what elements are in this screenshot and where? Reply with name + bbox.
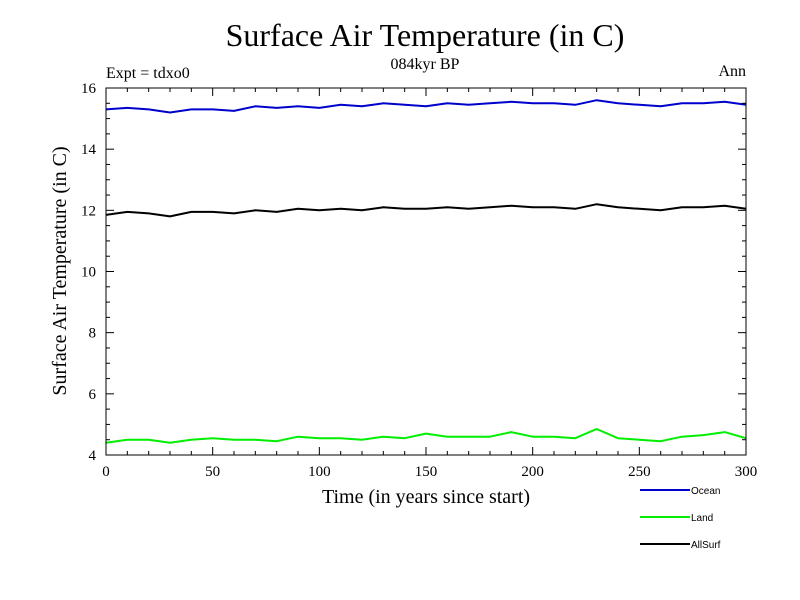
x-tick-label: 150 xyxy=(415,464,438,480)
x-tick-label: 200 xyxy=(521,464,544,480)
series-line-ocean xyxy=(105,99,747,114)
period-label: Ann xyxy=(718,63,746,80)
legend-label-allsurf: AllSurf xyxy=(691,540,721,551)
chart-title: Surface Air Temperature (in C) xyxy=(226,17,625,53)
experiment-label: Expt = tdxo0 xyxy=(106,65,190,82)
y-tick-label: 8 xyxy=(89,326,97,342)
y-tick-label: 10 xyxy=(81,265,96,281)
legend-label-ocean: Ocean xyxy=(691,486,720,497)
x-tick-label: 100 xyxy=(308,464,331,480)
x-tick-label: 250 xyxy=(628,464,651,480)
y-tick-label: 4 xyxy=(89,448,97,464)
x-tick-label: 0 xyxy=(102,464,110,480)
legend-label-land: Land xyxy=(691,513,713,524)
x-tick-label: 300 xyxy=(735,464,758,480)
x-tick-label: 50 xyxy=(205,464,220,480)
series-line-allsurf xyxy=(105,203,747,218)
chart-subtitle: 084kyr BP xyxy=(391,56,460,73)
y-tick-label: 14 xyxy=(81,142,97,158)
y-tick-label: 6 xyxy=(89,387,97,403)
ticks-layer: 0 50 100 150 200 250 300 4 6 8 10 12 14 16 xyxy=(81,81,757,480)
x-axis-label: Time (in years since start) xyxy=(322,486,530,508)
y-axis-label: Surface Air Temperature (in C) xyxy=(49,146,71,395)
y-tick-label: 12 xyxy=(81,203,96,219)
legend: Ocean Land AllSurf xyxy=(640,486,721,551)
plot-frame xyxy=(105,87,747,456)
y-tick-label: 16 xyxy=(81,81,97,97)
series-line-land xyxy=(105,428,747,444)
series-layer xyxy=(105,99,747,444)
